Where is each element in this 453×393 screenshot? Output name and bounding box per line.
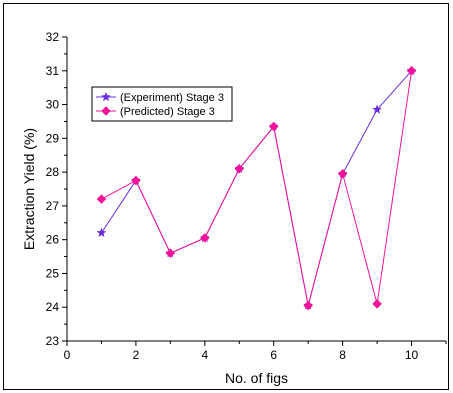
y-axis-title: Extraction Yield (%) xyxy=(21,128,37,250)
y-tick-label: 32 xyxy=(46,30,60,44)
x-axis-title: No. of figs xyxy=(225,370,288,386)
y-tick-label: 29 xyxy=(46,131,60,145)
series-2-point xyxy=(199,233,210,243)
chart-frame: 0 2 4 6 8 10 23 24 25 26 27 28 29 30 31 32 No. of figs … xyxy=(3,3,449,390)
series-2-point xyxy=(303,300,314,311)
x-tick-label: 2 xyxy=(133,348,140,362)
series-line-2 xyxy=(101,70,413,306)
y-tick-label: 25 xyxy=(46,266,60,280)
y-tick-label: 31 xyxy=(46,64,60,78)
series-2-point xyxy=(406,65,417,76)
series-2-point xyxy=(96,194,107,204)
series-2-point xyxy=(337,168,348,179)
series-2-point xyxy=(372,298,382,309)
y-tick-label: 24 xyxy=(46,300,60,314)
x-tick-label: 0 xyxy=(64,348,71,362)
legend-marker xyxy=(101,106,111,116)
y-tick-label: 27 xyxy=(46,199,60,213)
x-tick-label: 10 xyxy=(405,348,419,362)
legend-box xyxy=(91,86,233,122)
y-tick-label: 28 xyxy=(46,165,60,179)
series-2-point xyxy=(268,121,279,132)
legend-marker xyxy=(101,91,111,102)
series-1-point xyxy=(96,227,107,238)
legend-label: (Predicted) Stage 3 xyxy=(120,106,215,118)
x-tick-label: 8 xyxy=(339,348,346,362)
y-tick-label: 23 xyxy=(46,334,60,348)
x-tick-label: 6 xyxy=(270,348,277,362)
series-2-point xyxy=(234,163,245,174)
legend: (Experiment) Stage 3 (Predicted) Stage 3 xyxy=(91,86,233,122)
series-1-point xyxy=(372,104,383,114)
x-tick-label: 4 xyxy=(201,348,208,362)
legend-label: (Experiment) Stage 3 xyxy=(120,92,224,104)
y-tick-label: 26 xyxy=(46,233,60,247)
series-2-point xyxy=(131,175,141,186)
y-tick-label: 30 xyxy=(46,98,60,112)
series-2-point xyxy=(165,248,176,259)
